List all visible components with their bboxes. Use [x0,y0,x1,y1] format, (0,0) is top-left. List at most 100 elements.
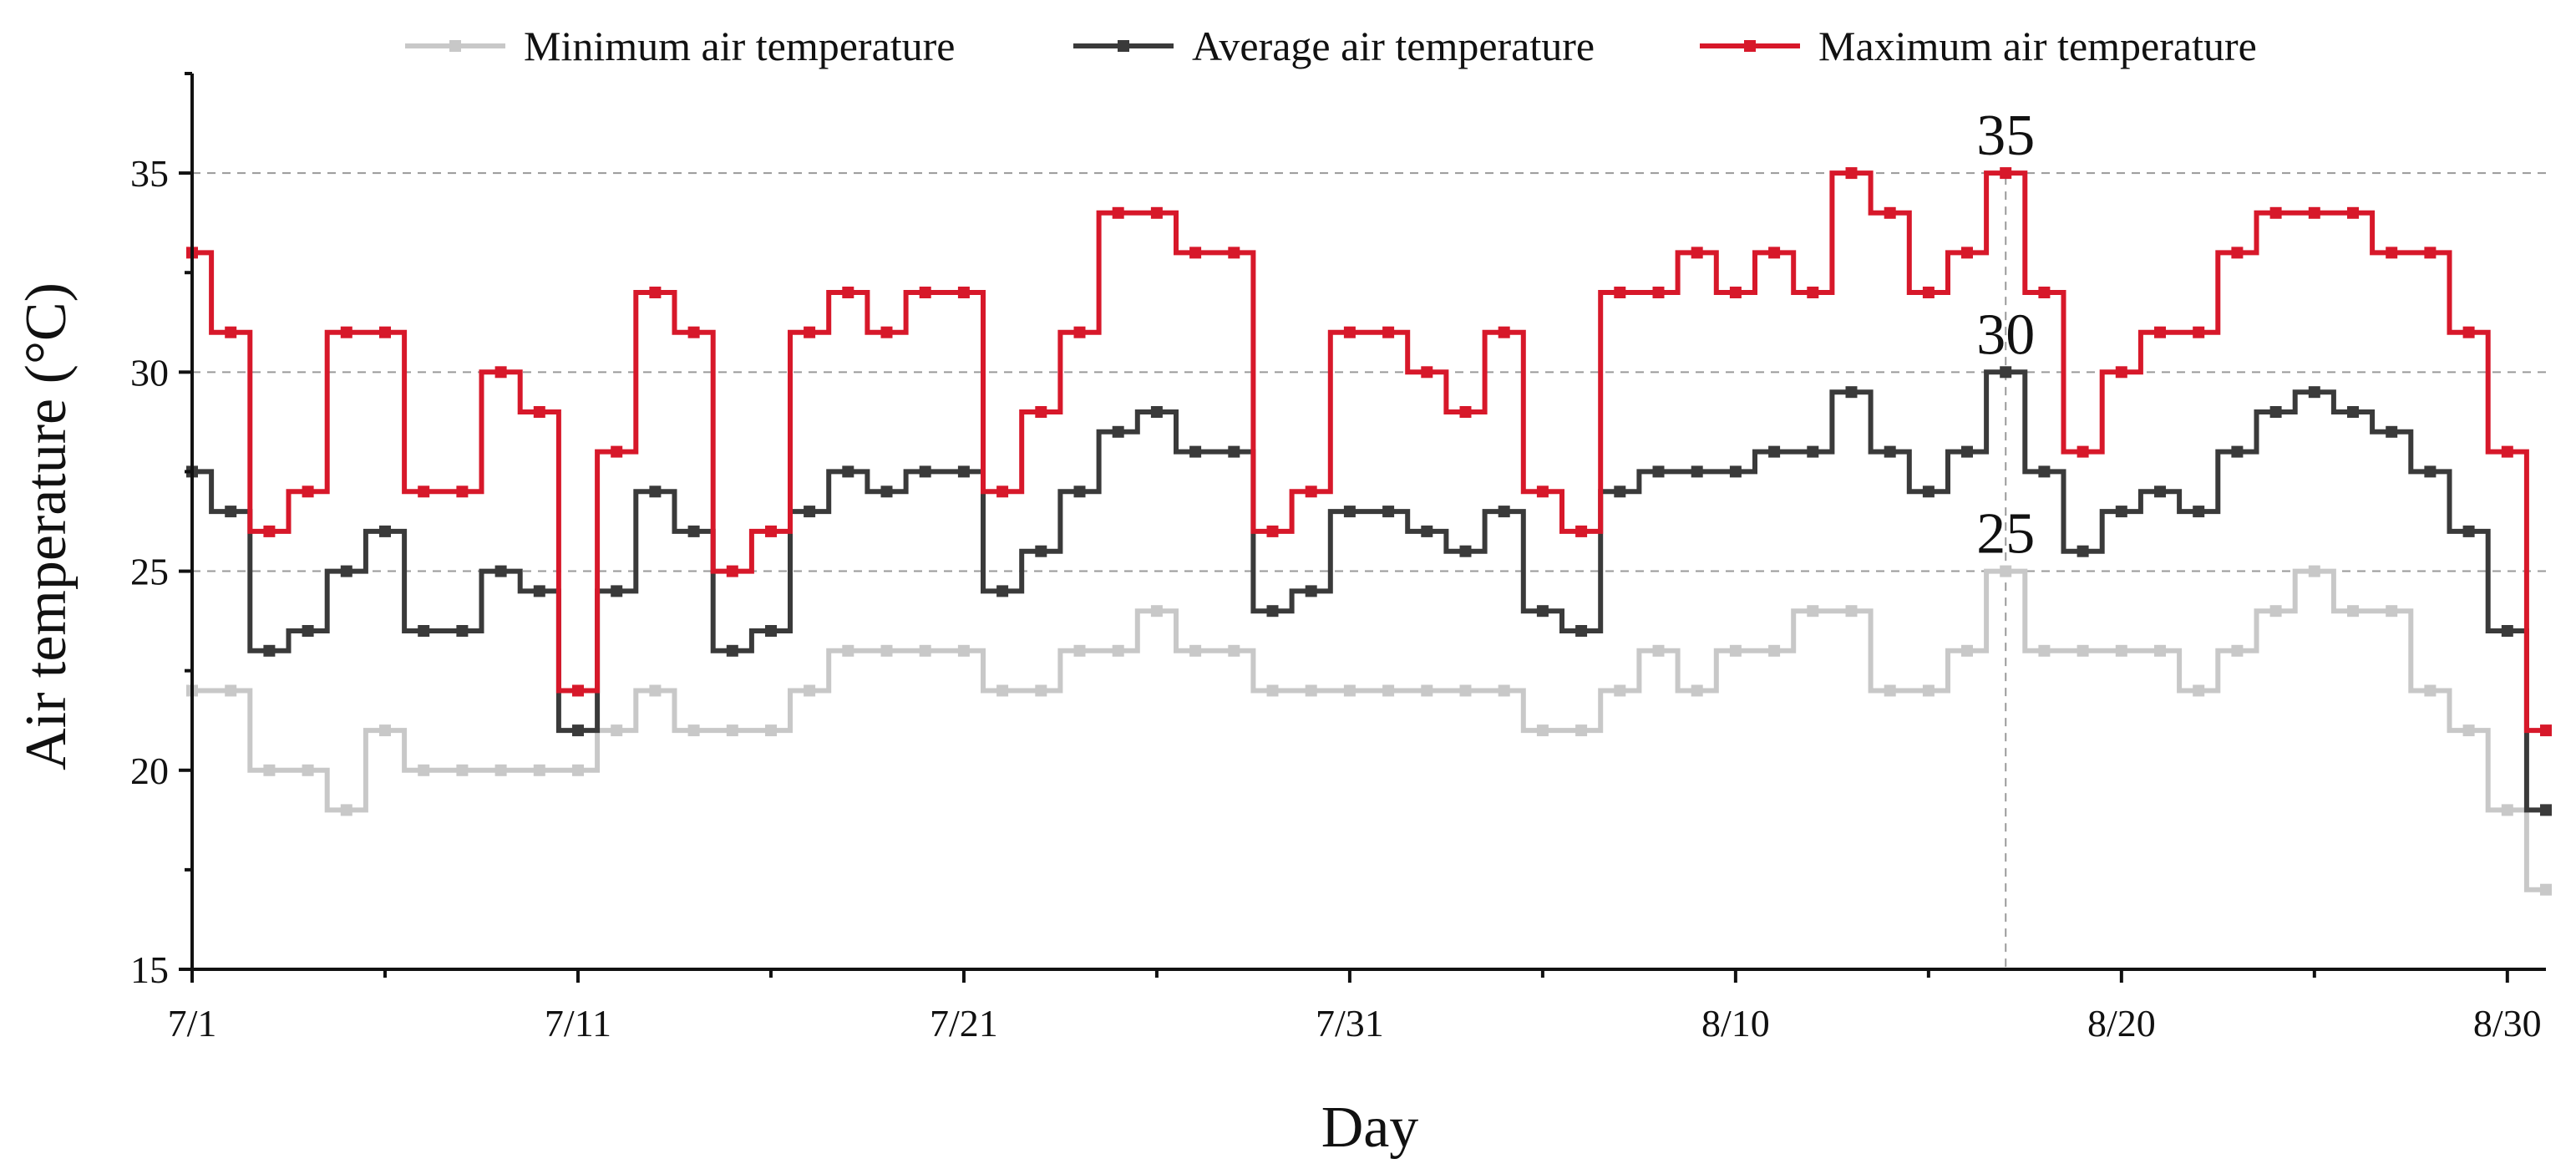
data-point [687,525,700,537]
data-point [765,724,777,737]
data-point [2154,644,2166,657]
data-point [611,445,623,458]
data-point [1421,366,1433,379]
axes [179,72,2546,983]
data-point [2501,445,2513,458]
data-point [1691,465,1703,478]
legend-label: Average air temperature [1192,23,1595,69]
data-point [2038,644,2051,657]
data-point [1884,445,1896,458]
x-tick-label: 8/30 [2473,1002,2542,1045]
data-point [1189,445,1202,458]
data-point [1421,525,1433,537]
data-point [1961,445,1973,458]
data-point [456,625,469,637]
data-point [379,724,391,737]
x-axis-title: Day [1321,1095,1419,1160]
data-point [1150,206,1163,219]
data-point [1035,684,1047,697]
data-point [2231,247,2244,259]
data-point [1498,506,1510,518]
data-point [302,764,314,776]
data-point [1575,724,1588,737]
data-point [1729,465,1742,478]
data-point [2462,326,2475,338]
data-point [919,644,931,657]
data-point [225,506,237,518]
data-point [611,585,623,597]
data-point [1768,445,1781,458]
data-point [2115,366,2127,379]
data-point [1112,206,1124,219]
data-point [804,684,816,697]
data-point [2462,525,2475,537]
data-point [2231,644,2244,657]
data-point [880,644,893,657]
data-point [1035,406,1047,418]
data-point [2386,247,2398,259]
legend-item-2: Average air temperature [1073,23,1595,69]
data-point [1807,605,1819,618]
data-point [2308,206,2320,219]
data-point [533,764,545,776]
data-point [263,525,276,537]
data-point [456,485,469,498]
data-point [649,287,662,298]
data-point [1961,247,1973,259]
data-point [1266,605,1279,618]
data-point [2077,545,2089,557]
data-point [2038,465,2051,478]
series-line-2 [192,369,2546,813]
y-tick-label: 30 [130,351,169,394]
data-point [996,585,1009,597]
series-group [186,167,2552,896]
data-point [1807,287,1819,298]
y-tick-label: 35 [130,152,169,195]
data-point [1228,247,1240,259]
data-point [880,485,893,498]
data-point [2386,425,2398,438]
data-point [2540,883,2552,896]
data-point [957,287,970,298]
series-1 [186,565,2552,896]
data-point [1382,506,1395,518]
data-point [919,287,931,298]
legend-item-3: Maximum air temperature [1700,23,2257,69]
y-tick-label: 20 [130,750,169,792]
data-point [1652,287,1665,298]
legend-label: Minimum air temperature [524,23,956,69]
data-point [1614,684,1626,697]
legend-swatch-marker [1744,40,1756,52]
legend-swatch-marker [1118,40,1129,52]
gridlines [192,172,2546,969]
data-point [804,326,816,338]
data-point [2193,684,2205,697]
data-point [2077,644,2089,657]
data-point [1729,287,1742,298]
x-tick-labels: 7/1 7/11 7/21 7/31 8/10 8/20 8/30 [168,1002,2542,1045]
data-point [957,465,970,478]
data-point [1768,247,1781,259]
data-point [494,764,507,776]
data-point [1729,644,1742,657]
data-point [919,465,931,478]
x-tick-label: 7/31 [1316,1002,1384,1045]
data-point [1807,445,1819,458]
data-point [1652,644,1665,657]
data-point [996,684,1009,697]
data-point [649,684,662,697]
data-point [1459,406,1472,418]
data-point [611,724,623,737]
data-point [2115,506,2127,518]
data-point [2347,605,2359,618]
data-point [1845,605,1858,618]
data-point [340,804,352,816]
series-2 [186,366,2552,816]
data-point [1845,386,1858,399]
data-point [2308,565,2320,577]
peak-annotations: 35 30 25 [1976,104,2035,566]
data-point [1228,644,1240,657]
y-axis-title: Air temperature (°C) [14,282,79,770]
data-point [379,326,391,338]
data-point [1691,684,1703,697]
